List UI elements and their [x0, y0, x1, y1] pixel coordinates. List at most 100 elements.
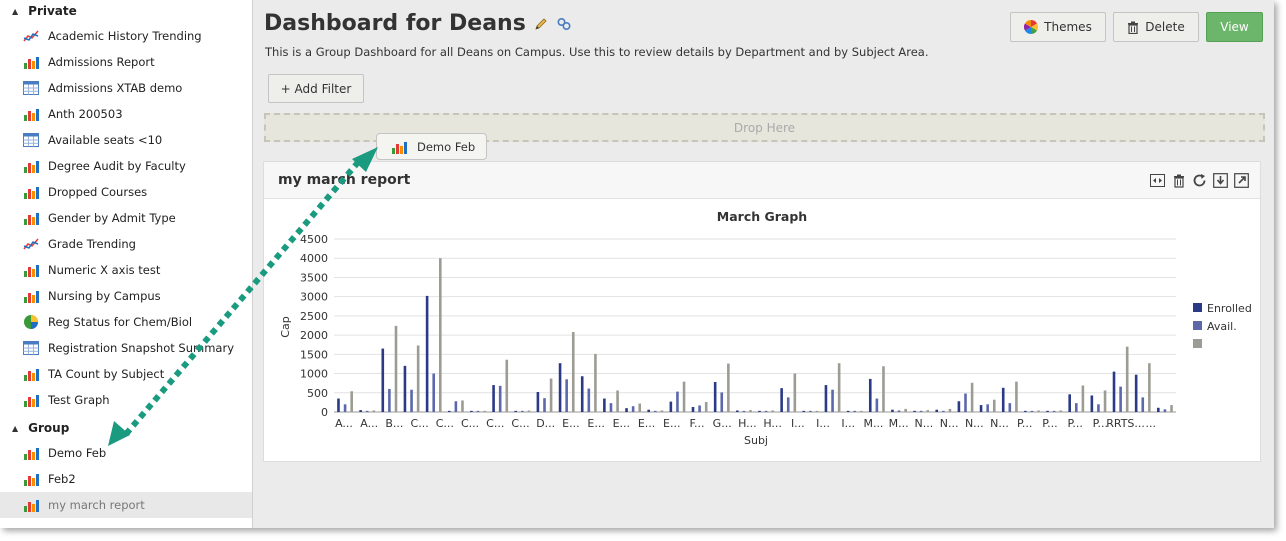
bar-series3[interactable] [837, 363, 841, 412]
legend-swatch[interactable] [1193, 339, 1202, 348]
bar-enrolled[interactable] [514, 410, 518, 412]
bar-avail[interactable] [410, 389, 413, 412]
bar-enrolled[interactable] [802, 410, 806, 412]
bar-enrolled[interactable] [1112, 371, 1116, 412]
bar-avail[interactable] [432, 373, 436, 412]
bar-avail[interactable] [964, 393, 967, 412]
bar-series3[interactable] [439, 258, 442, 412]
bar-avail[interactable] [942, 410, 945, 412]
bar-avail[interactable] [875, 398, 879, 412]
bar-avail[interactable] [343, 404, 347, 412]
bar-avail[interactable] [609, 403, 613, 412]
edit-pencil-icon[interactable] [534, 17, 548, 31]
bar-series3[interactable] [372, 410, 376, 412]
bar-avail[interactable] [388, 388, 391, 412]
bar-series3[interactable] [1103, 390, 1107, 412]
bar-enrolled[interactable] [536, 392, 540, 412]
legend-swatch[interactable] [1193, 321, 1202, 330]
bar-avail[interactable] [565, 379, 568, 412]
download-icon[interactable] [1212, 172, 1229, 189]
bar-series3[interactable] [992, 399, 996, 412]
bar-enrolled[interactable] [359, 410, 362, 412]
bar-enrolled[interactable] [979, 405, 983, 412]
bar-enrolled[interactable] [580, 376, 584, 412]
bar-series3[interactable] [1059, 410, 1063, 412]
bar-avail[interactable] [631, 406, 635, 412]
bar-avail[interactable] [1119, 386, 1122, 412]
bar-enrolled[interactable] [1090, 395, 1094, 412]
bar-series3[interactable] [682, 381, 686, 412]
bar-series3[interactable] [505, 359, 509, 412]
trash-icon[interactable] [1170, 172, 1187, 189]
sidebar-item-numeric-x-axis-test[interactable]: Numeric X axis test [0, 257, 252, 283]
bar-series3[interactable] [860, 410, 863, 412]
bar-avail[interactable] [897, 410, 901, 412]
bar-avail[interactable] [831, 389, 834, 412]
bar-avail[interactable] [764, 410, 768, 412]
bar-enrolled[interactable] [492, 385, 495, 412]
collapse-triangle-icon[interactable]: ▲ [12, 6, 19, 16]
sidebar-item-nursing-by-campus[interactable]: Nursing by Campus [0, 283, 252, 309]
sidebar-item-gender-by-admit-type[interactable]: Gender by Admit Type [0, 205, 252, 231]
bar-avail[interactable] [809, 410, 812, 412]
bar-avail[interactable] [853, 410, 857, 412]
external-link-icon[interactable] [1233, 172, 1250, 189]
bar-enrolled[interactable] [691, 407, 695, 412]
sidebar-item-available-seats-10[interactable]: Available seats <10 [0, 127, 252, 153]
bar-series3[interactable] [1170, 405, 1173, 412]
bar-avail[interactable] [454, 401, 458, 412]
bar-series3[interactable] [616, 390, 619, 412]
bar-avail[interactable] [543, 398, 546, 412]
bar-enrolled[interactable] [1134, 374, 1138, 412]
bar-enrolled[interactable] [425, 295, 429, 412]
bar-enrolled[interactable] [337, 398, 340, 412]
bar-series3[interactable] [571, 332, 575, 412]
bar-avail[interactable] [676, 391, 679, 412]
bar-avail[interactable] [476, 410, 480, 412]
bar-avail[interactable] [1030, 410, 1034, 412]
bar-avail[interactable] [720, 392, 724, 412]
bar-series3[interactable] [350, 391, 353, 412]
bar-series3[interactable] [1081, 385, 1085, 412]
collapse-triangle-icon[interactable]: ▲ [12, 423, 19, 433]
bar-avail[interactable] [1141, 397, 1145, 412]
bar-avail[interactable] [919, 410, 923, 412]
legend-label[interactable]: Avail. [1207, 320, 1237, 333]
bar-series3[interactable] [483, 410, 486, 412]
bar-series3[interactable] [660, 410, 664, 412]
bar-avail[interactable] [498, 385, 502, 412]
bar-series3[interactable] [549, 378, 553, 412]
bar-series3[interactable] [727, 363, 730, 412]
bar-enrolled[interactable] [846, 410, 850, 412]
bar-enrolled[interactable] [868, 378, 872, 412]
sidebar-item-dropped-courses[interactable]: Dropped Courses [0, 179, 252, 205]
legend-swatch[interactable] [1193, 303, 1202, 312]
resize-icon[interactable] [1149, 172, 1166, 189]
bar-enrolled[interactable] [824, 385, 828, 412]
bar-enrolled[interactable] [780, 388, 783, 412]
bar-avail[interactable] [1074, 403, 1078, 412]
bar-avail[interactable] [742, 410, 746, 412]
bar-enrolled[interactable] [647, 409, 650, 412]
bar-enrolled[interactable] [891, 409, 894, 412]
refresh-icon[interactable] [1191, 172, 1208, 189]
bar-enrolled[interactable] [957, 401, 961, 412]
bar-series3[interactable] [882, 366, 885, 412]
bar-series3[interactable] [638, 403, 642, 412]
bar-enrolled[interactable] [381, 348, 385, 412]
bar-series3[interactable] [771, 410, 774, 412]
bar-enrolled[interactable] [1001, 387, 1005, 412]
bar-enrolled[interactable] [1157, 407, 1160, 412]
bar-enrolled[interactable] [758, 410, 761, 412]
bar-series3[interactable] [904, 408, 907, 412]
bar-avail[interactable] [698, 405, 701, 412]
bar-avail[interactable] [521, 410, 524, 412]
sidebar-item-demo-feb[interactable]: Demo Feb [0, 440, 252, 466]
bar-avail[interactable] [587, 388, 591, 412]
bar-series3[interactable] [527, 410, 531, 412]
bar-series3[interactable] [1125, 346, 1129, 412]
sidebar-item-academic-history-trending[interactable]: Academic History Trending [0, 23, 252, 49]
bar-series3[interactable] [704, 402, 708, 412]
bar-enrolled[interactable] [1024, 410, 1027, 412]
bar-enrolled[interactable] [403, 365, 407, 412]
